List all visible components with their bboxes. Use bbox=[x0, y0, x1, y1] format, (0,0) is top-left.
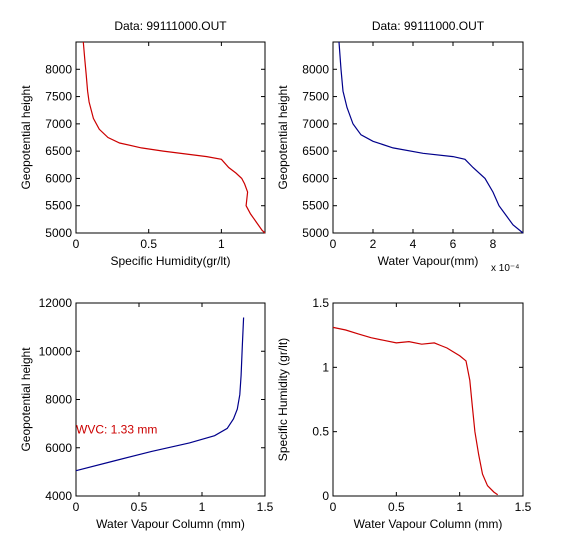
y-tick-label: 5500 bbox=[45, 199, 72, 213]
y-tick-label: 8000 bbox=[45, 62, 72, 76]
y-tick-label: 7000 bbox=[45, 117, 72, 131]
x-tick-label: 0 bbox=[73, 500, 80, 514]
x-tick-label: 0.5 bbox=[131, 500, 148, 514]
x-tick-label: 0.5 bbox=[388, 500, 405, 514]
chart-title: Data: 99111000.OUT bbox=[372, 19, 485, 33]
y-tick-label: 10000 bbox=[39, 344, 73, 358]
y-tick-label: 4000 bbox=[45, 489, 72, 503]
y-tick-label: 7500 bbox=[302, 90, 329, 104]
x-axis-label: Water Vapour(mm) bbox=[378, 254, 479, 268]
x-tick-label: 0.5 bbox=[140, 237, 157, 251]
series-line-1 bbox=[332, 326, 499, 496]
x-tick-label: 2 bbox=[370, 237, 377, 251]
x-tick-label: 1 bbox=[456, 500, 463, 514]
plot-frame bbox=[332, 302, 524, 497]
chart-panel-2: 0 2 4 6 8 5000 5500 6000 6500 7000 7500 8000 Data: 9… bbox=[276, 19, 524, 274]
y-tick-label: 1.5 bbox=[312, 296, 329, 310]
y-tick-label: 0 bbox=[322, 489, 329, 503]
y-tick-label: 8000 bbox=[302, 62, 329, 76]
y-tick-label: 6000 bbox=[45, 441, 72, 455]
x-tick-label: 1.5 bbox=[257, 500, 274, 514]
x-axis-multiplier: x 10⁻⁴ bbox=[491, 263, 519, 274]
chart-panel-4: 0 0.5 1 1.5 0 0.5 1 1.5 Water Vapour Column (mm)… bbox=[276, 296, 532, 531]
series-line-1 bbox=[75, 317, 245, 472]
x-tick-label: 0 bbox=[330, 237, 337, 251]
x-tick-label: 1.5 bbox=[515, 500, 532, 514]
x-tick-label: 0 bbox=[73, 237, 80, 251]
x-tick-label: 4 bbox=[410, 237, 417, 251]
y-tick-label: 6500 bbox=[45, 144, 72, 158]
plot-frame bbox=[332, 41, 524, 234]
y-axis-label: Geopotential height bbox=[276, 85, 290, 190]
y-tick-label: 6500 bbox=[302, 144, 329, 158]
chart-panel-3: 0 0.5 1 1.5 4000 6000 8000 10000 12000 Water Vapo… bbox=[19, 296, 274, 531]
y-tick-label: 8000 bbox=[45, 393, 72, 407]
x-tick-label: 8 bbox=[490, 237, 497, 251]
series-line-1 bbox=[338, 41, 524, 234]
y-tick-label: 5000 bbox=[45, 226, 72, 240]
series-line-1 bbox=[82, 41, 266, 234]
y-tick-label: 7500 bbox=[45, 90, 72, 104]
wvc-annotation: WVC: 1.33 mm bbox=[76, 423, 157, 437]
x-axis-label: Water Vapour Column (mm) bbox=[354, 517, 503, 531]
y-tick-label: 6000 bbox=[45, 171, 72, 185]
x-tick-label: 0 bbox=[330, 500, 337, 514]
x-tick-label: 1 bbox=[199, 500, 206, 514]
x-tick-label: 6 bbox=[450, 237, 457, 251]
y-tick-label: 7000 bbox=[302, 117, 329, 131]
y-tick-label: 5500 bbox=[302, 199, 329, 213]
plot-frame bbox=[75, 302, 266, 497]
chart-panel-1: 0 0.5 1 5000 5500 6000 6500 7000 7500 8000 Data: 9… bbox=[19, 19, 266, 268]
plot-frame bbox=[75, 41, 266, 234]
y-tick-label: 5000 bbox=[302, 226, 329, 240]
y-tick-label: 1 bbox=[322, 360, 329, 374]
chart-title: Data: 99111000.OUT bbox=[114, 19, 227, 33]
y-tick-label: 12000 bbox=[39, 296, 73, 310]
x-axis-label: Specific Humidity(gr/lt) bbox=[110, 254, 230, 268]
y-axis-label: Specific Humidity (gr/lt) bbox=[276, 338, 290, 461]
x-tick-label: 1 bbox=[218, 237, 225, 251]
y-axis-label: Geopotential height bbox=[19, 347, 33, 452]
y-tick-label: 6000 bbox=[302, 171, 329, 185]
y-axis-label: Geopotential height bbox=[19, 85, 33, 190]
x-axis-label: Water Vapour Column (mm) bbox=[96, 517, 245, 531]
y-tick-label: 0.5 bbox=[312, 425, 329, 439]
